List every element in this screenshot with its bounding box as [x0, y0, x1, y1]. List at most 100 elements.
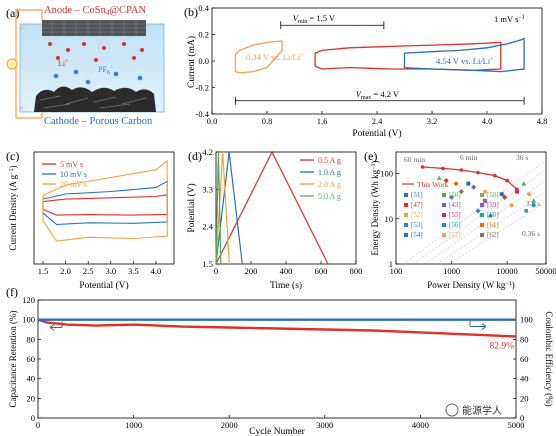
legend-swatch-e — [480, 223, 484, 227]
ticks-d: 0 200 400 600 800 4.2 3.3 2.4 1.5 — [202, 147, 362, 276]
this-work-point — [441, 166, 445, 171]
b-ytick-label: 0.2 — [198, 30, 209, 40]
xlabel-e: Power Density (W kg−1) — [427, 280, 514, 290]
f-xtick-label: 3000 — [316, 420, 333, 430]
legend-label-e: [60] — [487, 211, 499, 219]
legend-label-e: [59] — [487, 201, 499, 209]
legend-label-c: 5 mV s — [60, 160, 83, 169]
ref-point — [443, 177, 449, 184]
series-f — [37, 318, 517, 338]
f-ytick-label: 120 — [22, 295, 35, 305]
ref-point — [531, 203, 536, 208]
ref-point — [521, 181, 527, 186]
f-ytick-label: 0 — [31, 413, 35, 423]
ref-point — [458, 188, 464, 195]
this-work-point — [493, 173, 497, 178]
panel-a: (a) Anode – CoSn4@CPAN Li+ PF6− Cathode … — [6, 5, 165, 127]
legend-label-e: [56] — [449, 221, 461, 229]
bulb-icon — [6, 58, 18, 70]
gcd-curve-d-3 — [215, 151, 222, 265]
e-xtick-label: 100 — [390, 266, 403, 276]
ref-point — [509, 203, 514, 208]
b-xtick-label: 1.6 — [317, 116, 328, 126]
ref-point — [487, 212, 493, 218]
legend-swatch-e — [480, 193, 484, 197]
ylabel-c: Current Density (A g−1) — [8, 165, 18, 250]
legend-label-d: 5.0 A g — [318, 192, 341, 201]
c-xtick-label: 4.0 — [151, 266, 162, 276]
legend-swatch-e — [404, 213, 408, 217]
f-ytick-label: 20 — [27, 393, 36, 403]
legend-label-c: 20 mV s — [60, 180, 87, 189]
time-guide-label: 60 min — [404, 155, 425, 164]
panel-label-b: (b) — [184, 5, 198, 19]
watermark: 能源学人 — [445, 403, 502, 417]
legend-label-e: [61] — [487, 221, 499, 229]
panel-label-c: (c) — [6, 149, 19, 163]
efficiency-axis-arrow — [469, 320, 487, 330]
ref-point — [466, 181, 471, 186]
d-ytick-label: 4.2 — [202, 147, 213, 157]
f2-ytick-label: 60 — [520, 354, 529, 364]
panel-label-f: (f) — [6, 285, 18, 299]
d-xtick-label: 200 — [245, 266, 258, 276]
legend-label-e: [53] — [411, 221, 423, 229]
time-guide-label: 36 s — [516, 153, 528, 162]
legend-swatch-e — [480, 203, 484, 207]
cathode-porous-carbon — [34, 86, 156, 112]
f-ytick-label: 80 — [27, 334, 36, 344]
legend-swatch-e — [442, 213, 446, 217]
vmin-label: Vmin = 1.5 V — [293, 13, 336, 25]
panel-f: (f) 0 1000 2000 3000 4000 5000020406080100120… — [6, 285, 554, 436]
this-work-point — [505, 178, 509, 183]
f2-ytick-label: 0 — [520, 413, 524, 423]
ticks-b: 0.0 0.8 1.6 2.4 3.2 4.0 4.8 0.4 0.2 0.0 -0.2 -0.4 — [196, 3, 548, 126]
xlabel-d: Time (s) — [270, 280, 302, 291]
f-ytick-label: 40 — [27, 374, 36, 384]
legend-label-e: [43] — [449, 201, 461, 209]
b-xtick-label: 4.0 — [482, 116, 493, 126]
b-ytick-label: -0.4 — [196, 109, 210, 119]
legend-label-c: 10 mV s — [60, 170, 87, 179]
xlabel-f: Cycle Number — [249, 427, 306, 436]
c-xtick-label: 2.5 — [83, 266, 94, 276]
panel-b: (b) 0.0 0.8 1.6 2.4 3.2 4.0 4.8 0.4 0.2 0.0 -0.2 -0… — [184, 3, 547, 139]
series-c — [42, 159, 168, 242]
d-xtick-label: 600 — [315, 266, 328, 276]
f-xtick-label: 2000 — [221, 420, 238, 430]
cathode-label: Cathode – Porous Carbon — [44, 116, 153, 127]
f-xtick-label: 5000 — [508, 420, 525, 430]
legend-label-e: [62] — [487, 231, 499, 239]
y2label-f: Coulombic Efficiency (%) — [544, 311, 554, 406]
cv-curve-b-1 — [314, 41, 502, 71]
f2-ytick-label: 80 — [520, 334, 529, 344]
li-ions — [48, 42, 144, 62]
electron-label-top: e− — [20, 24, 26, 32]
time-guide-label: 6 min — [460, 153, 478, 162]
c-xtick-label: 3.0 — [105, 266, 116, 276]
ref-point — [499, 192, 504, 197]
ref-point — [531, 198, 537, 203]
final-retention-label: 82.9% — [489, 341, 514, 351]
legend-swatch-e — [404, 233, 408, 237]
d-ytick-label: 1.5 — [202, 259, 213, 269]
ylabel-b: Current (mA) — [186, 36, 197, 88]
ticks-e: 100 1000 10000 50000 1 10 100 — [380, 169, 556, 276]
xlabel-b: Potential (V) — [352, 128, 401, 139]
legend-label-d: 0.5 A g — [318, 156, 341, 165]
ylabel-d: Potential (V) — [186, 183, 197, 232]
f-ytick-label: 100 — [22, 315, 35, 325]
b-xtick-label: 3.2 — [427, 116, 438, 126]
legend-label-e: [50] — [449, 191, 461, 199]
legend-label-e: [47] — [411, 201, 423, 209]
vmax-label: Vmax = 4.2 V — [356, 89, 400, 101]
plot-area-e — [395, 151, 547, 265]
legend-e: This Work [51] [47] [52] [53] [54] [50] [43] [55… — [402, 180, 499, 239]
legend-label-e: [58] — [487, 191, 499, 199]
e-ytick-label: 100 — [380, 169, 393, 179]
annotation-high-b: 4.54 V vs. Li/Li+ — [436, 56, 494, 66]
ticks-c: 1.5 2.0 2.5 3.0 3.5 4.0 — [38, 261, 162, 276]
ref-point — [448, 194, 455, 200]
c-xtick-label: 2.0 — [60, 266, 71, 276]
f2-ytick-label: 100 — [520, 315, 533, 325]
